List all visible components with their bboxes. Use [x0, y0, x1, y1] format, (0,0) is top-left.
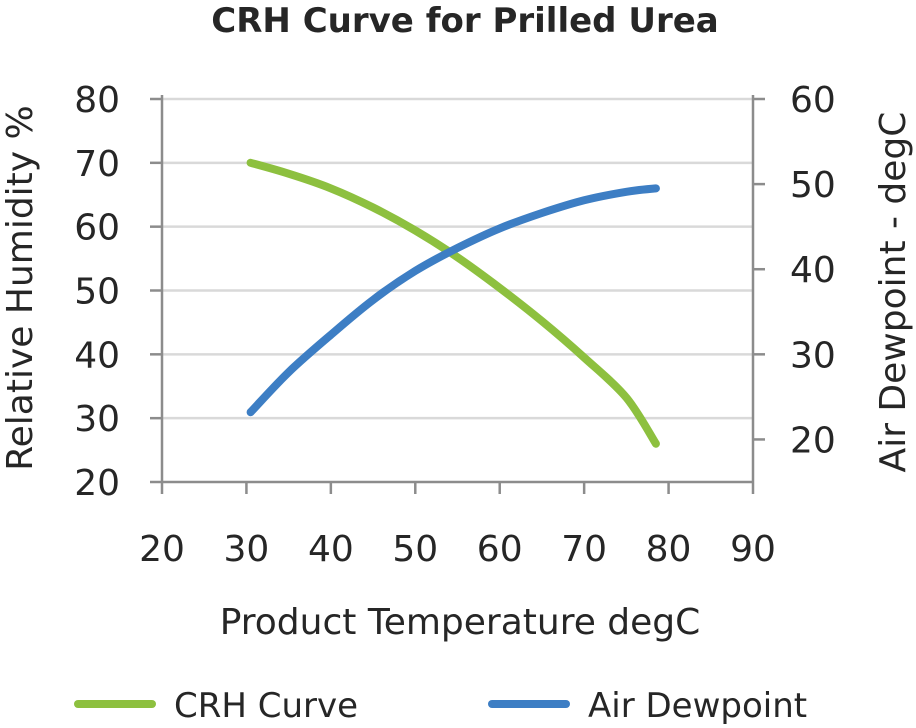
- x-tick-label: 60: [477, 529, 523, 570]
- y2-axis-label: Air Dewpoint - degC: [873, 112, 914, 473]
- x-tick-label: 70: [561, 529, 607, 570]
- x-tick-label: 30: [224, 529, 270, 570]
- y-tick-label: 70: [74, 144, 120, 185]
- legend: CRH Curve Air Dewpoint: [74, 686, 807, 726]
- y-tick-label: 40: [74, 335, 120, 376]
- y2-axis-ticks: 20 30 40 50 60: [753, 80, 836, 461]
- y-tick-label: 50: [74, 272, 120, 313]
- series-line-air-dewpoint: [246, 184, 660, 417]
- x-tick-label: 50: [392, 529, 438, 570]
- axes: [160, 95, 755, 484]
- x-tick-label: 80: [646, 529, 692, 570]
- series-lines: [246, 158, 660, 448]
- x-axis-ticks: 20 30 40 50 60 70 80 90: [139, 482, 776, 570]
- y-axis-label: Relative Humidity %: [0, 105, 41, 471]
- x-axis-label: Product Temperature degC: [220, 602, 701, 643]
- y-tick-label: 20: [74, 463, 120, 504]
- x-tick-label: 40: [308, 529, 354, 570]
- chart-title: CRH Curve for Prilled Urea: [211, 1, 718, 41]
- x-tick-label: 90: [730, 529, 776, 570]
- y-tick-label: 30: [74, 399, 120, 440]
- y2-tick-label: 60: [790, 80, 836, 121]
- legend-label-crh-curve: CRH Curve: [174, 686, 358, 726]
- y2-tick-label: 40: [790, 250, 836, 291]
- y2-tick-label: 30: [790, 335, 836, 376]
- series-line-crh-curve: [246, 158, 660, 448]
- y2-tick-label: 20: [790, 420, 836, 461]
- legend-label-air-dewpoint: Air Dewpoint: [588, 686, 807, 726]
- x-tick-label: 20: [139, 529, 185, 570]
- y-tick-label: 60: [74, 208, 120, 249]
- y-axis-ticks: 20 30 40 50 60 70 80: [74, 80, 162, 504]
- y2-tick-label: 50: [790, 165, 836, 206]
- y-tick-label: 80: [74, 80, 120, 121]
